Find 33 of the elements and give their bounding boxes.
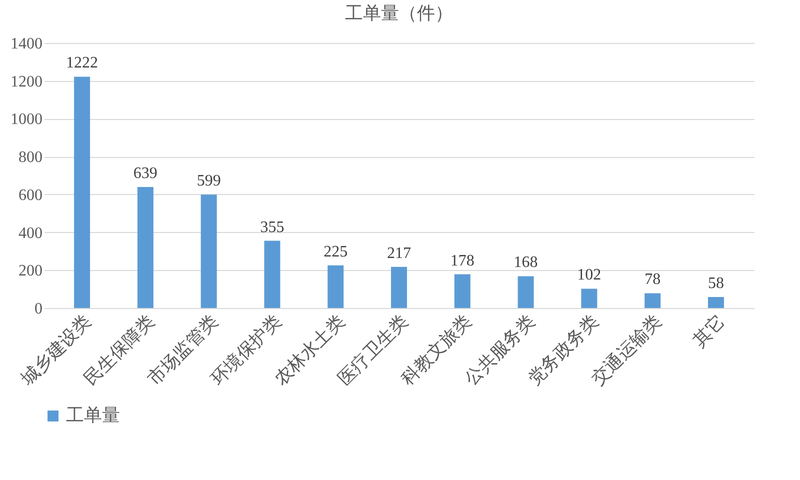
data-label: 225	[324, 243, 348, 260]
y-tick-label: 400	[18, 224, 42, 242]
bar	[518, 276, 534, 308]
chart-title: 工单量（件）	[345, 3, 453, 23]
data-label: 78	[644, 271, 661, 288]
data-label: 599	[196, 172, 221, 190]
y-tick-label: 0	[34, 300, 42, 318]
bar	[74, 76, 90, 308]
data-label: 58	[708, 275, 724, 292]
bar	[644, 293, 661, 308]
y-tick-label: 600	[18, 186, 42, 204]
y-tick-label: 200	[18, 262, 42, 280]
bar	[137, 187, 154, 308]
y-tick-label: 800	[18, 149, 42, 166]
data-label: 1222	[66, 54, 98, 72]
data-label: 639	[133, 165, 158, 182]
data-label: 168	[514, 254, 538, 272]
x-tick-label: 其它	[689, 311, 729, 351]
y-tick-label: 1000	[10, 111, 42, 128]
bar	[454, 274, 470, 308]
bar	[581, 288, 598, 308]
bar	[391, 266, 407, 308]
data-label: 102	[577, 266, 602, 284]
bar	[200, 194, 217, 308]
bar	[328, 265, 344, 308]
data-label: 217	[387, 244, 411, 262]
legend-label: 工单量	[66, 405, 120, 425]
y-tick-label: 1200	[10, 73, 42, 90]
data-label: 178	[450, 252, 474, 270]
bar	[264, 240, 280, 308]
y-tick-label: 1400	[10, 36, 42, 52]
data-label: 355	[260, 218, 284, 236]
bar	[708, 297, 724, 308]
